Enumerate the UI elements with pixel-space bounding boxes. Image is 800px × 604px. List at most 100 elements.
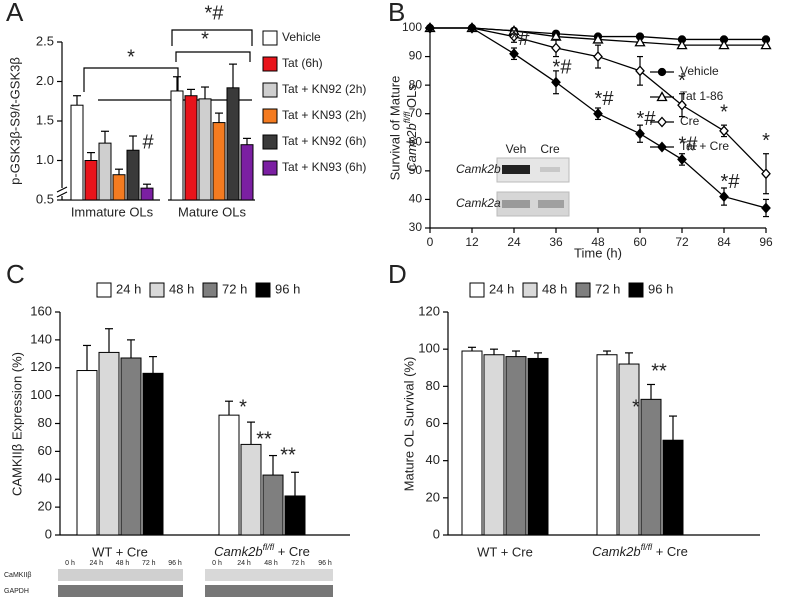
y-tick-label: 0 [433,526,440,541]
marker [635,65,645,77]
annotation: *# [637,108,657,130]
text-part: Camk2b [592,544,640,559]
x-tick-label: Immature OLs [71,204,154,219]
marker [719,125,729,137]
marker [509,48,519,60]
marker [657,141,667,153]
annotation: # [142,131,154,153]
y-tick-label: 160 [30,303,52,318]
legend-label: 24 h [489,281,514,296]
marker [677,99,687,111]
annotation: * [678,70,686,92]
blot-lane-label: 72 h [291,560,305,567]
y-tick-label: 60 [409,134,423,148]
x-tick-label: 12 [465,235,479,249]
annotation: ** [280,444,296,466]
legend-swatch [262,134,278,150]
annotation: *# [679,134,699,156]
legend-swatch [96,282,112,298]
legend-swatch [522,282,538,298]
legend-label: Cre [680,114,700,128]
blot-lane-label: 24 h [237,560,251,567]
blot-row-label: CaMKIIβ [4,572,31,579]
y-tick-label: 2.0 [36,73,54,88]
bar [170,90,184,201]
bar [226,87,240,201]
y-tick-label: 120 [418,303,440,318]
blot-lane-label: 48 h [116,560,130,567]
x-axis-label: Time (h) [574,245,622,260]
legend-swatch [469,282,485,298]
x-tick-label: 48 [591,235,605,249]
marker [551,76,561,88]
bar [140,187,154,201]
y-tick-label: 70 [409,106,423,120]
annotation: *# [511,28,531,50]
bar [218,414,240,536]
marker [593,51,603,63]
annotation: *# [721,171,741,193]
x-tick-label: 96 [759,235,773,249]
legend-label: 48 h [169,281,194,296]
annotation: *# [205,2,225,24]
bar [483,354,505,536]
bar [240,144,254,201]
legend-label: Tat + Cre [680,139,729,153]
marker [676,39,688,50]
bar [70,104,84,201]
panel-letter: D [388,259,407,289]
annotation: *# [595,88,615,110]
text-part: fl/fl [263,542,276,552]
blot-band [205,585,333,597]
y-tick-label: 40 [38,471,52,486]
marker [677,153,687,165]
x-tick-label: 84 [717,235,731,249]
legend-label: 48 h [542,281,567,296]
y-axis-label: Survival of Mature [387,76,402,181]
significance-bracket [171,29,253,46]
bar [262,474,284,536]
legend-swatch [575,282,591,298]
bar [662,439,684,536]
bar [142,372,164,536]
blot-band [502,165,530,174]
x-tick-label: 24 [507,235,521,249]
x-tick-label: Camk2bfl/fl + Cre [214,542,310,559]
legend-swatch [262,56,278,72]
y-tick-label: 90 [409,49,423,63]
legend-label: Vehicle [282,30,321,44]
x-tick-label: 60 [633,235,647,249]
legend-label: 96 h [648,281,673,296]
bar [596,354,618,536]
annotation: * [239,396,247,418]
blot-lane-label: 72 h [142,560,156,567]
y-tick-label: 80 [426,378,440,393]
y-tick-label: 60 [38,443,52,458]
annotation: * [720,101,728,123]
marker [761,202,771,214]
annotation: ** [651,360,667,382]
annotation: * [201,28,209,50]
y-tick-label: 120 [30,359,52,374]
y-axis-label: p-GSK3β-S9/t-GSK3β [7,57,22,185]
text-part: Camk2b [214,544,262,559]
blot-lane-label: 48 h [264,560,278,567]
blot-lane-label: 0 h [65,560,75,567]
legend-label: Tat + KN93 (6h) [282,160,366,174]
bar [212,122,226,201]
blot-band [58,585,183,597]
blot-band [58,569,183,581]
annotation: *# [553,57,573,79]
bar [184,95,198,201]
bar [84,160,98,201]
y-tick-label: 100 [30,387,52,402]
legend-label: 72 h [595,281,620,296]
y-tick-label: 40 [426,452,440,467]
blot-lane-label: 24 h [89,560,103,567]
bar [505,356,527,536]
bar [98,351,120,536]
y-axis-label: CAMKIIβ Expression (%) [9,352,24,496]
bar [98,142,112,201]
axis-break [56,186,68,198]
